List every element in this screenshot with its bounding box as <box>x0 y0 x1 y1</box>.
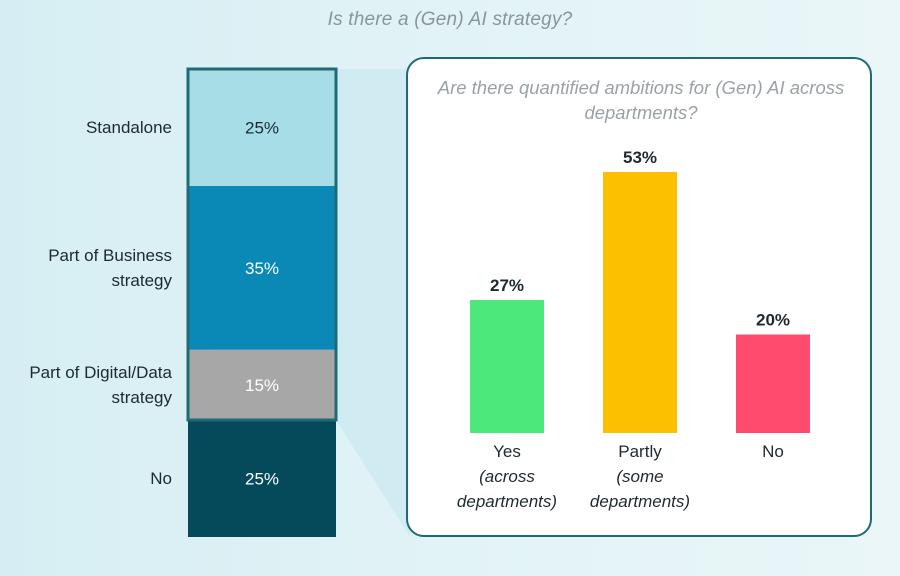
stack-highlight-outline <box>186 67 338 422</box>
stack-segment-1 <box>188 69 336 186</box>
bar-category-label-3: No <box>703 439 843 464</box>
stack-segment-4 <box>188 420 336 537</box>
ambitions-title-line-1: Are there quantified ambitions for (Gen)… <box>437 77 845 98</box>
bar-2 <box>603 172 677 433</box>
stack-category-label-line: No <box>150 469 172 488</box>
stack-category-label-line: Part of Digital/Data <box>29 362 172 382</box>
stack-category-label-1: Standalone <box>86 115 172 140</box>
bar-category-sub: (some <box>616 467 664 486</box>
bar-3 <box>736 334 810 433</box>
bar-value-label-2: 53% <box>623 148 657 167</box>
stack-segment-3 <box>188 349 336 420</box>
chart-title: Is there a (Gen) AI strategy? <box>327 9 573 30</box>
stack-category-label-line: Standalone <box>85 118 172 137</box>
stack-category-label-4: No <box>150 466 172 491</box>
bar-category-sub: departments) <box>456 492 558 511</box>
bar-category-label-1: Yes (across departments) <box>437 439 577 514</box>
bar-category-main: No <box>762 442 784 461</box>
ambitions-title-line-2: departments? <box>584 102 698 123</box>
stack-segment-2 <box>188 186 336 350</box>
strategy-stacked-bar: 25% 35% 15% 25% <box>186 67 338 537</box>
bar-category-label-2: Partly (some departments) <box>570 439 710 514</box>
bar-category-main: Yes <box>493 442 521 461</box>
connector-shape <box>336 69 410 537</box>
stack-category-label-line: Part of Business <box>48 245 172 265</box>
bar-category-main: Partly <box>618 442 662 461</box>
bar-value-label-1: 27% <box>490 276 524 295</box>
stack-category-label-line: strategy <box>111 270 172 290</box>
stack-value-label-4: 25% <box>245 470 279 489</box>
bar-category-sub: departments) <box>589 492 691 511</box>
stack-value-label-3: 15% <box>245 376 279 395</box>
stack-category-label-line: strategy <box>111 387 172 407</box>
bar-category-sub: (across <box>479 467 535 486</box>
stack-category-label-2: Part of Business strategy <box>48 243 172 293</box>
ambitions-title: Are there quantified ambitions for (Gen)… <box>408 75 874 125</box>
ambitions-bar-chart: 27% 53% 20% <box>470 148 810 433</box>
stack-value-label-1: 25% <box>245 119 279 138</box>
stack-value-label-2: 35% <box>245 259 279 278</box>
bar-1 <box>470 300 544 433</box>
bar-value-label-3: 20% <box>756 311 790 330</box>
stack-category-label-3: Part of Digital/Data strategy <box>29 360 172 410</box>
